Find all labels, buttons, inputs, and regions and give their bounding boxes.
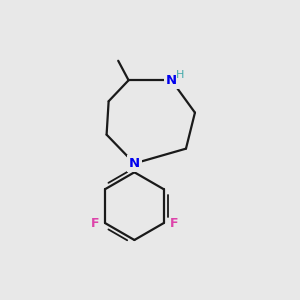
Text: H: H [176,70,184,80]
Text: N: N [129,157,140,170]
Text: F: F [91,217,99,230]
Text: N: N [166,74,177,87]
Text: F: F [170,217,178,230]
